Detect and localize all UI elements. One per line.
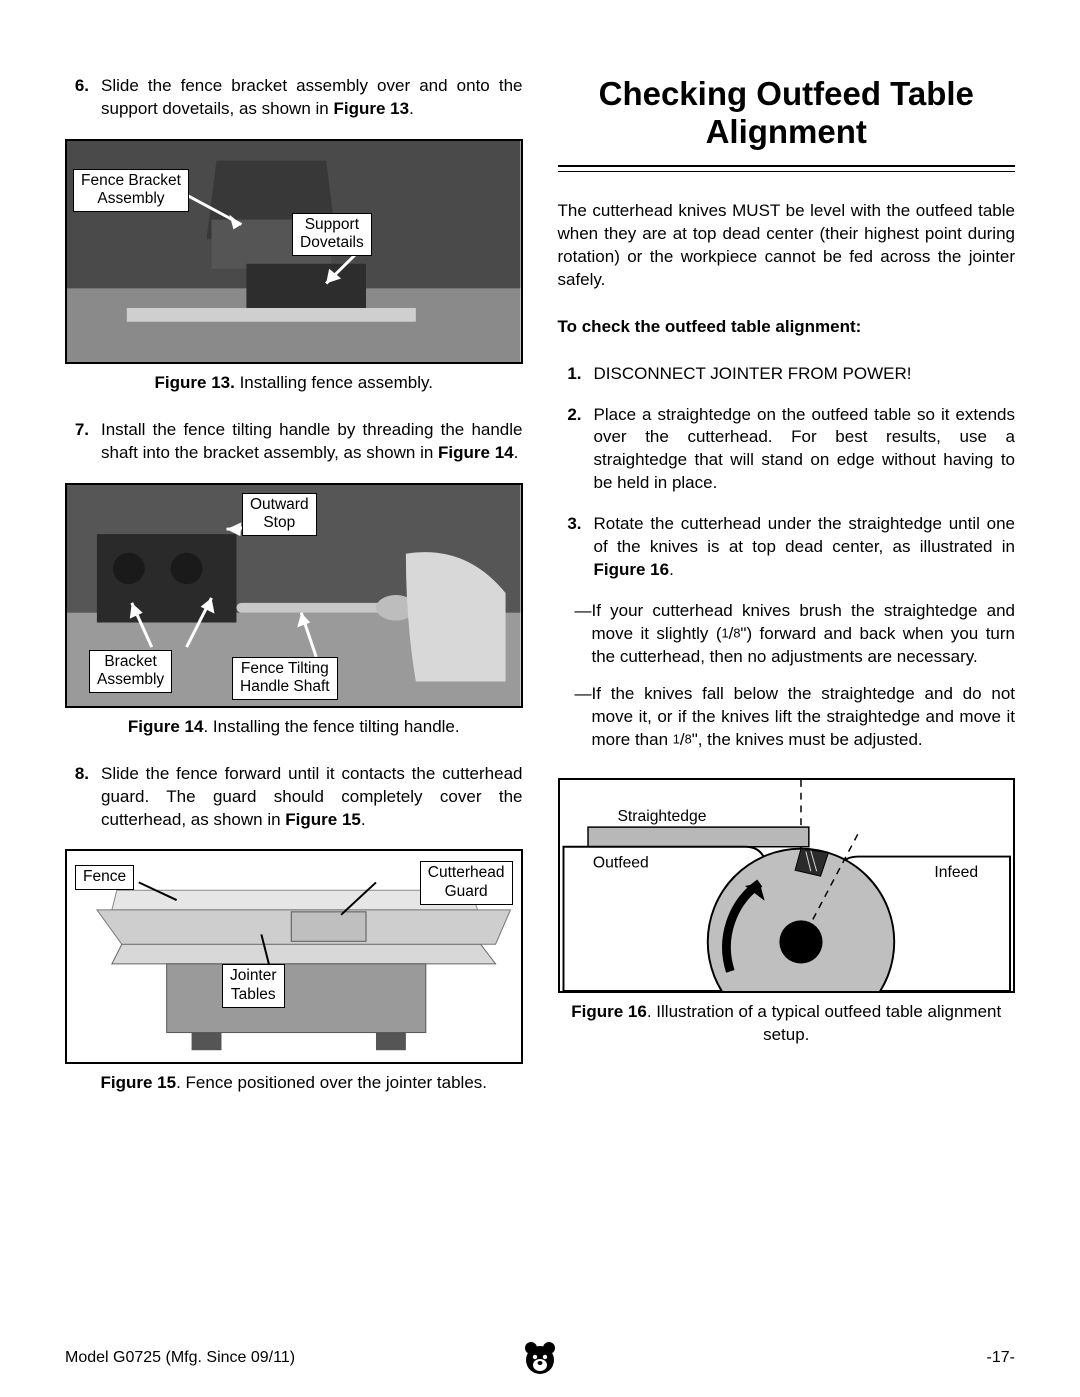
r-step-1: 1. DISCONNECT JOINTER FROM POWER! — [558, 363, 1016, 386]
sub-bullet-2: —If the knives fall below the straighted… — [592, 683, 1016, 752]
callout-support-dovetails: Support Dovetails — [292, 213, 372, 256]
step-num: 1. — [558, 363, 582, 386]
bear-logo-icon — [522, 1340, 558, 1376]
step-6: 6. Slide the fence bracket assembly over… — [65, 75, 523, 121]
callout-outward-stop: Outward Stop — [242, 493, 317, 536]
step-8: 8. Slide the fence forward until it cont… — [65, 763, 523, 832]
footer-model: Model G0725 (Mfg. Since 09/11) — [65, 1347, 295, 1369]
step-text: Slide the fence forward until it contact… — [101, 763, 523, 832]
sub-bullet-1: —If your cutterhead knives brush the str… — [592, 600, 1016, 669]
figure-15-caption: Figure 15. Fence positioned over the joi… — [65, 1072, 523, 1095]
figure-14: Outward Stop Bracket Assembly Fence Tilt… — [65, 483, 523, 708]
right-column: Checking Outfeed Table Alignment The cut… — [558, 75, 1016, 1119]
figure-13-caption: Figure 13. Installing fence assembly. — [65, 372, 523, 395]
label-outfeed: Outfeed — [592, 854, 648, 871]
left-column: 6. Slide the fence bracket assembly over… — [65, 75, 523, 1119]
step-num: 2. — [558, 404, 582, 496]
figure-16-diagram: Straightedge Outfeed Infeed — [560, 780, 1014, 991]
step-text: Slide the fence bracket assembly over an… — [101, 75, 523, 121]
callout-cutterhead-guard: Cutterhead Guard — [420, 861, 513, 904]
step-text: Rotate the cutterhead under the straight… — [594, 513, 1016, 582]
step-text: DISCONNECT JOINTER FROM POWER! — [594, 363, 1016, 386]
intro-paragraph: The cutterhead knives MUST be level with… — [558, 200, 1016, 292]
figure-15: Fence Cutterhead Guard Jointer Tables — [65, 849, 523, 1064]
callout-fence: Fence — [75, 865, 134, 890]
figure-16-caption: Figure 16. Illustration of a typical out… — [558, 1001, 1016, 1047]
heading-rule — [558, 165, 1016, 172]
page-body: 6. Slide the fence bracket assembly over… — [0, 0, 1080, 1119]
callout-fence-tilting: Fence Tilting Handle Shaft — [232, 657, 338, 700]
callout-jointer-tables: Jointer Tables — [222, 964, 285, 1007]
callout-bracket-assembly: Bracket Assembly — [89, 650, 172, 693]
section-heading: Checking Outfeed Table Alignment — [558, 75, 1016, 151]
label-straightedge: Straightedge — [617, 808, 706, 825]
step-text: Place a straightedge on the outfeed tabl… — [594, 404, 1016, 496]
step-7: 7. Install the fence tilting handle by t… — [65, 419, 523, 465]
page-footer: Model G0725 (Mfg. Since 09/11) -17- — [65, 1347, 1015, 1369]
step-num: 8. — [65, 763, 89, 832]
footer-page-num: -17- — [987, 1347, 1015, 1369]
subhead: To check the outfeed table alignment: — [558, 316, 1016, 339]
step-num: 3. — [558, 513, 582, 582]
step-num: 6. — [65, 75, 89, 121]
r-step-2: 2. Place a straightedge on the outfeed t… — [558, 404, 1016, 496]
step-num: 7. — [65, 419, 89, 465]
figure-13: Fence Bracket Assembly Support Dovetails — [65, 139, 523, 364]
figure-16: Straightedge Outfeed Infeed — [558, 778, 1016, 993]
figure-14-caption: Figure 14. Installing the fence tilting … — [65, 716, 523, 739]
callout-fence-bracket: Fence Bracket Assembly — [73, 169, 189, 212]
step-text: Install the fence tilting handle by thre… — [101, 419, 523, 465]
label-infeed: Infeed — [934, 864, 978, 881]
r-step-3: 3. Rotate the cutterhead under the strai… — [558, 513, 1016, 582]
